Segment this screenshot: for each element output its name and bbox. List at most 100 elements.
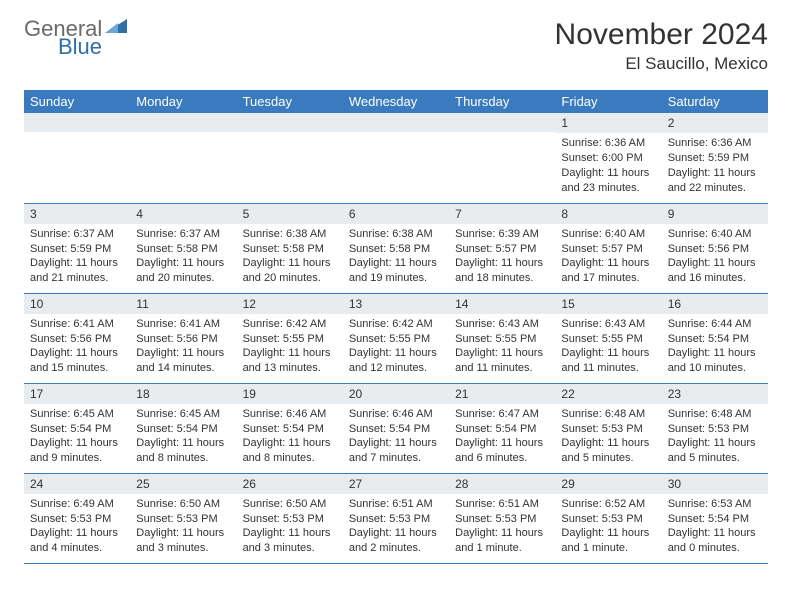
day-body: Sunrise: 6:49 AMSunset: 5:53 PMDaylight:… <box>24 494 130 560</box>
week-row: 17Sunrise: 6:45 AMSunset: 5:54 PMDayligh… <box>24 383 768 473</box>
day-cell: 30Sunrise: 6:53 AMSunset: 5:54 PMDayligh… <box>662 473 768 563</box>
day-line: and 3 minutes. <box>136 541 230 556</box>
day-line: Daylight: 11 hours <box>136 526 230 541</box>
day-line: Sunrise: 6:45 AM <box>136 407 230 422</box>
day-header-row: Sunday Monday Tuesday Wednesday Thursday… <box>24 90 768 113</box>
day-line: Sunset: 5:58 PM <box>243 242 337 257</box>
day-number: 6 <box>343 204 449 224</box>
day-line: Sunset: 5:53 PM <box>561 422 655 437</box>
day-line: Daylight: 11 hours <box>561 346 655 361</box>
triangle-icon <box>105 19 127 37</box>
day-line: Sunrise: 6:49 AM <box>30 497 124 512</box>
day-line: Sunrise: 6:38 AM <box>349 227 443 242</box>
day-line: Daylight: 11 hours <box>243 436 337 451</box>
day-line: Sunrise: 6:37 AM <box>30 227 124 242</box>
day-number: 12 <box>237 294 343 314</box>
day-line: Sunrise: 6:51 AM <box>455 497 549 512</box>
day-cell: 25Sunrise: 6:50 AMSunset: 5:53 PMDayligh… <box>130 473 236 563</box>
day-line: Daylight: 11 hours <box>455 346 549 361</box>
day-line: Sunset: 5:53 PM <box>136 512 230 527</box>
day-line: Sunset: 5:53 PM <box>243 512 337 527</box>
day-body: Sunrise: 6:50 AMSunset: 5:53 PMDaylight:… <box>130 494 236 560</box>
day-header-sun: Sunday <box>24 90 130 113</box>
day-line: Daylight: 11 hours <box>455 436 549 451</box>
week-row: 1Sunrise: 6:36 AMSunset: 6:00 PMDaylight… <box>24 113 768 203</box>
day-header-fri: Friday <box>555 90 661 113</box>
day-body: Sunrise: 6:42 AMSunset: 5:55 PMDaylight:… <box>343 314 449 380</box>
day-line: Daylight: 11 hours <box>30 346 124 361</box>
day-body: Sunrise: 6:51 AMSunset: 5:53 PMDaylight:… <box>343 494 449 560</box>
day-line: and 20 minutes. <box>136 271 230 286</box>
day-cell <box>237 113 343 203</box>
day-number: 30 <box>662 474 768 494</box>
day-line: Daylight: 11 hours <box>561 526 655 541</box>
day-cell: 23Sunrise: 6:48 AMSunset: 5:53 PMDayligh… <box>662 383 768 473</box>
day-line: Sunset: 6:00 PM <box>561 151 655 166</box>
day-line: and 4 minutes. <box>30 541 124 556</box>
day-cell: 11Sunrise: 6:41 AMSunset: 5:56 PMDayligh… <box>130 293 236 383</box>
day-line: and 5 minutes. <box>561 451 655 466</box>
day-cell: 3Sunrise: 6:37 AMSunset: 5:59 PMDaylight… <box>24 203 130 293</box>
day-line: and 7 minutes. <box>349 451 443 466</box>
day-body: Sunrise: 6:52 AMSunset: 5:53 PMDaylight:… <box>555 494 661 560</box>
day-line: Sunrise: 6:48 AM <box>668 407 762 422</box>
day-line: Sunset: 5:54 PM <box>30 422 124 437</box>
day-body: Sunrise: 6:36 AMSunset: 5:59 PMDaylight:… <box>662 133 768 199</box>
day-number-empty <box>24 113 130 132</box>
day-body: Sunrise: 6:51 AMSunset: 5:53 PMDaylight:… <box>449 494 555 560</box>
day-line: Sunrise: 6:39 AM <box>455 227 549 242</box>
day-line: Sunset: 5:54 PM <box>668 332 762 347</box>
day-line: Sunset: 5:56 PM <box>136 332 230 347</box>
day-line: and 12 minutes. <box>349 361 443 376</box>
day-line: and 19 minutes. <box>349 271 443 286</box>
day-line: Daylight: 11 hours <box>349 436 443 451</box>
day-line: Daylight: 11 hours <box>455 256 549 271</box>
day-cell: 24Sunrise: 6:49 AMSunset: 5:53 PMDayligh… <box>24 473 130 563</box>
day-number-empty <box>343 113 449 132</box>
day-number: 26 <box>237 474 343 494</box>
day-number: 9 <box>662 204 768 224</box>
day-line: Sunset: 5:58 PM <box>136 242 230 257</box>
day-number: 8 <box>555 204 661 224</box>
day-number: 16 <box>662 294 768 314</box>
day-body: Sunrise: 6:37 AMSunset: 5:59 PMDaylight:… <box>24 224 130 290</box>
day-line: Sunset: 5:53 PM <box>455 512 549 527</box>
day-line: Daylight: 11 hours <box>136 346 230 361</box>
day-number: 27 <box>343 474 449 494</box>
day-body: Sunrise: 6:45 AMSunset: 5:54 PMDaylight:… <box>24 404 130 470</box>
day-line: and 11 minutes. <box>561 361 655 376</box>
day-cell: 28Sunrise: 6:51 AMSunset: 5:53 PMDayligh… <box>449 473 555 563</box>
day-line: Sunrise: 6:52 AM <box>561 497 655 512</box>
day-number: 11 <box>130 294 236 314</box>
day-line: and 13 minutes. <box>243 361 337 376</box>
day-line: Sunset: 5:53 PM <box>561 512 655 527</box>
day-cell <box>130 113 236 203</box>
day-body: Sunrise: 6:40 AMSunset: 5:57 PMDaylight:… <box>555 224 661 290</box>
day-cell: 16Sunrise: 6:44 AMSunset: 5:54 PMDayligh… <box>662 293 768 383</box>
day-line: Sunrise: 6:46 AM <box>349 407 443 422</box>
day-line: and 17 minutes. <box>561 271 655 286</box>
day-line: and 14 minutes. <box>136 361 230 376</box>
day-line: Sunrise: 6:51 AM <box>349 497 443 512</box>
day-number: 22 <box>555 384 661 404</box>
day-line: Sunrise: 6:36 AM <box>668 136 762 151</box>
day-line: and 20 minutes. <box>243 271 337 286</box>
day-line: Sunrise: 6:50 AM <box>136 497 230 512</box>
day-body: Sunrise: 6:37 AMSunset: 5:58 PMDaylight:… <box>130 224 236 290</box>
week-row: 24Sunrise: 6:49 AMSunset: 5:53 PMDayligh… <box>24 473 768 563</box>
day-body: Sunrise: 6:46 AMSunset: 5:54 PMDaylight:… <box>237 404 343 470</box>
week-row: 10Sunrise: 6:41 AMSunset: 5:56 PMDayligh… <box>24 293 768 383</box>
day-cell: 9Sunrise: 6:40 AMSunset: 5:56 PMDaylight… <box>662 203 768 293</box>
day-number: 2 <box>662 113 768 133</box>
location-label: El Saucillo, Mexico <box>555 54 768 74</box>
day-cell: 17Sunrise: 6:45 AMSunset: 5:54 PMDayligh… <box>24 383 130 473</box>
day-line: Sunset: 5:57 PM <box>455 242 549 257</box>
day-line: Sunset: 5:53 PM <box>30 512 124 527</box>
calendar-table: Sunday Monday Tuesday Wednesday Thursday… <box>24 90 768 564</box>
day-number-empty <box>130 113 236 132</box>
calendar-body: 1Sunrise: 6:36 AMSunset: 6:00 PMDaylight… <box>24 113 768 563</box>
day-body: Sunrise: 6:41 AMSunset: 5:56 PMDaylight:… <box>130 314 236 380</box>
day-line: Daylight: 11 hours <box>668 526 762 541</box>
day-line: Sunset: 5:59 PM <box>668 151 762 166</box>
day-body: Sunrise: 6:50 AMSunset: 5:53 PMDaylight:… <box>237 494 343 560</box>
